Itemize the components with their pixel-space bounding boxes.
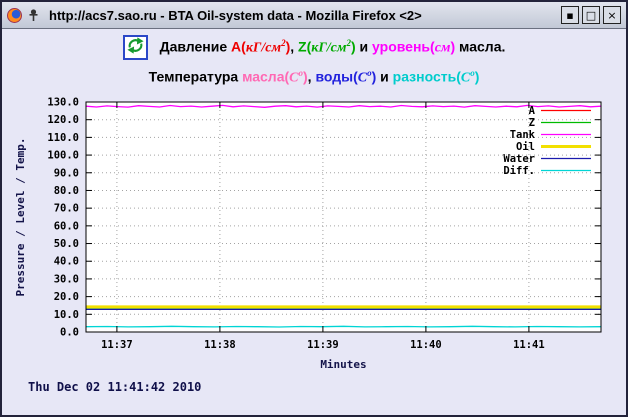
y-tick-label: 130.0 [47,96,79,108]
chart-svg: 0.0 10.0 20.0 30.0 40.0 50.0 60.0 70.0 80.0 90.0 1… [14,96,602,371]
page-heading-2: Температура масла(Co), воды(Co) и разнос… [2,68,626,87]
text-segment: C [289,70,299,86]
text-segment: Температура [148,68,243,85]
y-tick-label: 30.0 [54,273,79,285]
x-tick-label: 11:37 [101,339,133,351]
y-tick-label: 60.0 [54,220,79,232]
pushpin-icon [27,8,40,23]
series-tank [85,104,602,108]
text-segment: уровень( [372,38,435,55]
x-tick-label: 11:41 [513,339,545,351]
window-controls: ▪ □ × [561,6,621,24]
legend-label-z: Z [529,117,535,129]
text-segment: ) [371,68,377,85]
y-tick-label: 90.0 [54,167,79,179]
y-tick-label: 70.0 [54,202,79,214]
x-axis-label: Minutes [320,358,366,371]
text-segment: см [434,40,451,56]
legend-label-tank: Tank [510,129,536,141]
text-segment: ) [474,68,480,85]
y-tick-label: 20.0 [54,291,79,303]
y-tick-label: 80.0 [54,185,79,197]
y-tick-label: 40.0 [54,255,79,267]
reload-button[interactable] [122,35,148,60]
text-segment: ) [303,68,308,85]
text-segment: и [376,68,393,85]
chart-timestamp: Thu Dec 02 11:41:42 2010 [28,379,202,394]
text-segment: 2 [346,38,351,49]
text-segment: ) [285,38,291,55]
text-segment: Давление [159,38,232,55]
text-segment: масла. [455,38,506,55]
text-segment: разность( [392,68,461,85]
y-tick-label: 0.0 [60,326,79,338]
y-tick-label: 50.0 [54,238,79,250]
y-tick-label: 100.0 [47,149,79,161]
x-tick-label: 11:40 [410,339,442,351]
legend-label-diff: Diff. [503,165,535,177]
close-button[interactable]: × [603,6,621,24]
text-segment: Z( [298,38,312,55]
y-tick-label: 120.0 [47,114,79,126]
x-tick-label: 11:39 [307,339,339,351]
page-heading-1: Давление A(кГ/см2), Z(кГ/см2) и уровень(… [160,38,506,57]
y-tick-label: 110.0 [47,132,79,144]
text-segment: ) [350,38,356,55]
page-header-row: Давление A(кГ/см2), Z(кГ/см2) и уровень(… [2,35,626,60]
text-segment: C [357,70,368,86]
text-segment: o [298,68,304,78]
series-diff [85,325,602,328]
window-titlebar[interactable]: http://acs7.sao.ru - BTA Oil-system data… [2,2,626,29]
recycle-arrows-icon [126,36,145,60]
text-segment: , [290,38,299,55]
text-segment: A( [231,38,246,55]
y-tick-label: 10.0 [54,308,79,320]
oil-system-chart: 0.0 10.0 20.0 30.0 40.0 50.0 60.0 70.0 80.0 90.0 1… [2,94,626,378]
text-segment: и [355,38,373,55]
window-title: http://acs7.sao.ru - BTA Oil-system data… [49,7,422,23]
text-segment: ) [450,38,456,55]
x-tick-label: 11:38 [204,339,236,351]
text-segment: кГ/см [311,40,347,56]
legend-label-a: A [529,105,536,117]
legend-label-water: Water [503,153,535,165]
firefox-icon [7,7,22,23]
text-segment: , [307,68,316,85]
legend-label-oil: Oil [516,141,535,153]
text-segment: 2 [281,38,286,49]
text-segment: кГ/см [245,40,282,56]
text-segment: воды( [315,68,358,85]
text-segment: o [367,68,372,78]
text-segment: масла( [242,68,290,85]
text-segment: C [460,70,471,86]
minimize-button[interactable]: ▪ [561,6,579,24]
page-content: Давление A(кГ/см2), Z(кГ/см2) и уровень(… [2,29,626,415]
y-axis-label: Pressure / Level / Temp. [14,137,27,296]
text-segment: o [470,68,475,78]
maximize-button[interactable]: □ [582,6,600,24]
